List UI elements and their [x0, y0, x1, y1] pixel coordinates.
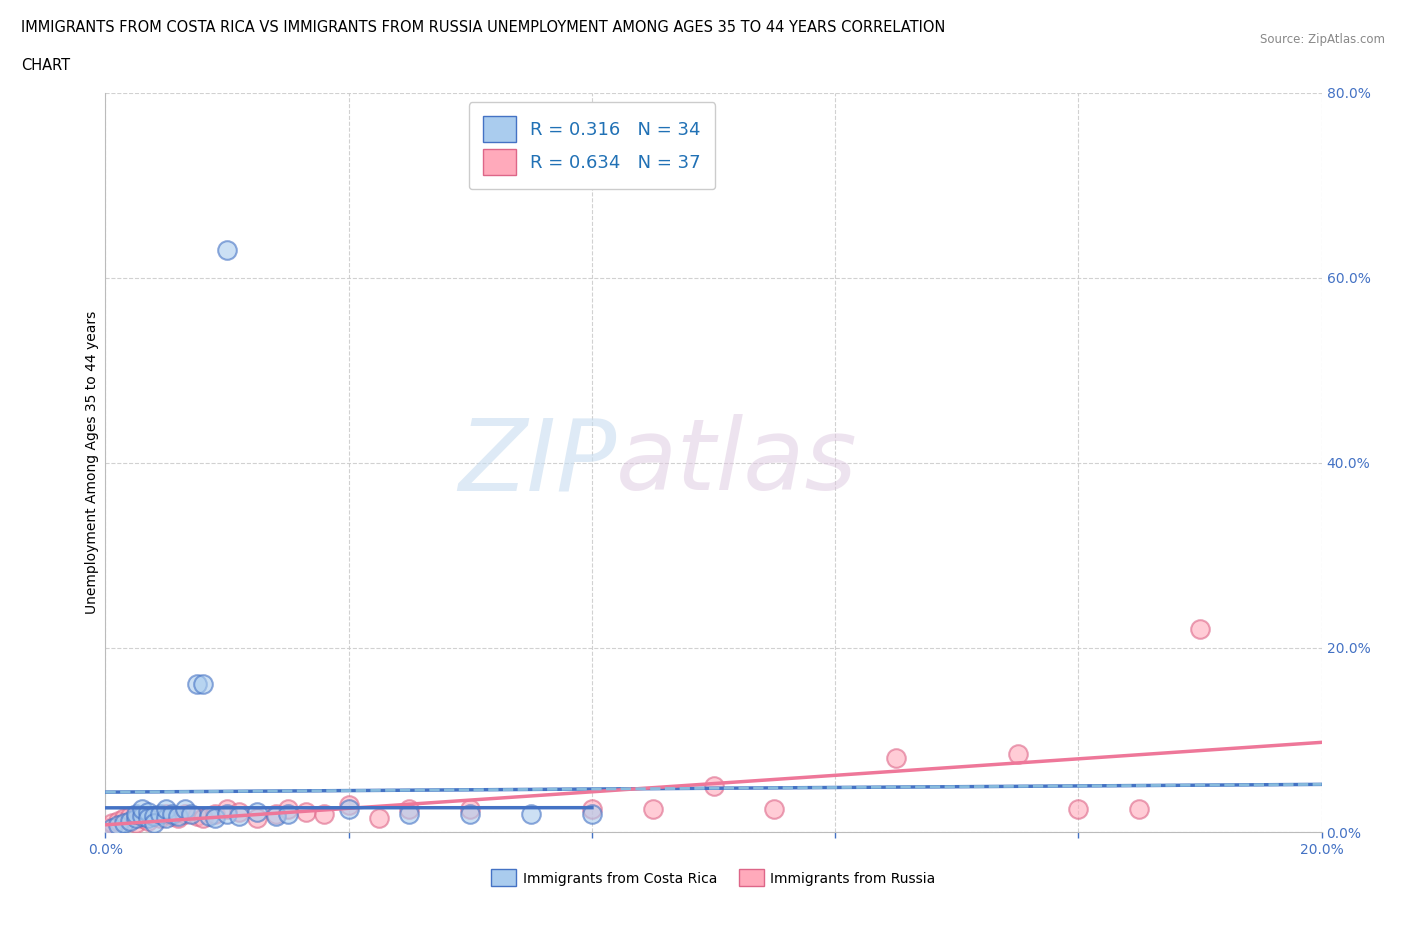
- Point: [162, 808, 184, 823]
- Point: [143, 808, 166, 823]
- Point: [217, 806, 239, 821]
- Point: [337, 802, 360, 817]
- Point: [155, 806, 177, 821]
- Point: [520, 806, 543, 821]
- Point: [131, 808, 153, 823]
- Text: Source: ZipAtlas.com: Source: ZipAtlas.com: [1260, 33, 1385, 46]
- Point: [167, 811, 190, 826]
- Point: [191, 811, 214, 826]
- Point: [94, 820, 117, 835]
- Point: [1067, 802, 1090, 817]
- Point: [125, 816, 148, 830]
- Point: [180, 806, 202, 821]
- Point: [228, 804, 250, 819]
- Point: [246, 811, 269, 826]
- Point: [264, 808, 287, 823]
- Point: [131, 811, 153, 826]
- Point: [131, 802, 153, 817]
- Text: ZIP: ZIP: [458, 414, 616, 512]
- Point: [155, 802, 177, 817]
- Text: CHART: CHART: [21, 58, 70, 73]
- Point: [314, 806, 336, 821]
- Point: [458, 802, 481, 817]
- Point: [118, 808, 141, 823]
- Point: [246, 804, 269, 819]
- Point: [149, 811, 172, 826]
- Point: [228, 808, 250, 823]
- Point: [136, 814, 159, 829]
- Point: [186, 677, 208, 692]
- Point: [763, 802, 786, 817]
- Point: [136, 804, 159, 819]
- Point: [204, 806, 226, 821]
- Point: [136, 811, 159, 826]
- Point: [162, 806, 184, 821]
- Point: [217, 243, 239, 258]
- Point: [143, 808, 166, 823]
- Point: [1188, 621, 1211, 636]
- Point: [884, 751, 907, 766]
- Point: [191, 677, 214, 692]
- Point: [581, 802, 603, 817]
- Point: [1007, 747, 1029, 762]
- Point: [368, 811, 391, 826]
- Text: atlas: atlas: [616, 414, 858, 512]
- Point: [204, 811, 226, 826]
- Point: [107, 817, 129, 832]
- Point: [125, 806, 148, 821]
- Point: [155, 811, 177, 826]
- Point: [112, 811, 135, 826]
- Y-axis label: Unemployment Among Ages 35 to 44 years: Unemployment Among Ages 35 to 44 years: [84, 311, 98, 615]
- Point: [337, 797, 360, 812]
- Legend: Immigrants from Costa Rica, Immigrants from Russia: Immigrants from Costa Rica, Immigrants f…: [486, 864, 941, 892]
- Point: [173, 802, 195, 817]
- Point: [100, 816, 122, 830]
- Point: [277, 802, 299, 817]
- Point: [100, 820, 122, 835]
- Point: [112, 816, 135, 830]
- Point: [198, 808, 221, 823]
- Point: [398, 802, 420, 817]
- Point: [186, 808, 208, 823]
- Point: [107, 814, 129, 829]
- Point: [581, 806, 603, 821]
- Point: [398, 806, 420, 821]
- Point: [217, 802, 239, 817]
- Text: IMMIGRANTS FROM COSTA RICA VS IMMIGRANTS FROM RUSSIA UNEMPLOYMENT AMONG AGES 35 : IMMIGRANTS FROM COSTA RICA VS IMMIGRANTS…: [21, 20, 945, 35]
- Point: [1128, 802, 1150, 817]
- Point: [458, 806, 481, 821]
- Point: [277, 806, 299, 821]
- Point: [167, 808, 190, 823]
- Point: [264, 806, 287, 821]
- Point: [143, 816, 166, 830]
- Point: [702, 778, 725, 793]
- Point: [125, 811, 148, 826]
- Point: [295, 804, 318, 819]
- Point: [641, 802, 664, 817]
- Point: [149, 806, 172, 821]
- Point: [118, 814, 141, 829]
- Point: [173, 806, 195, 821]
